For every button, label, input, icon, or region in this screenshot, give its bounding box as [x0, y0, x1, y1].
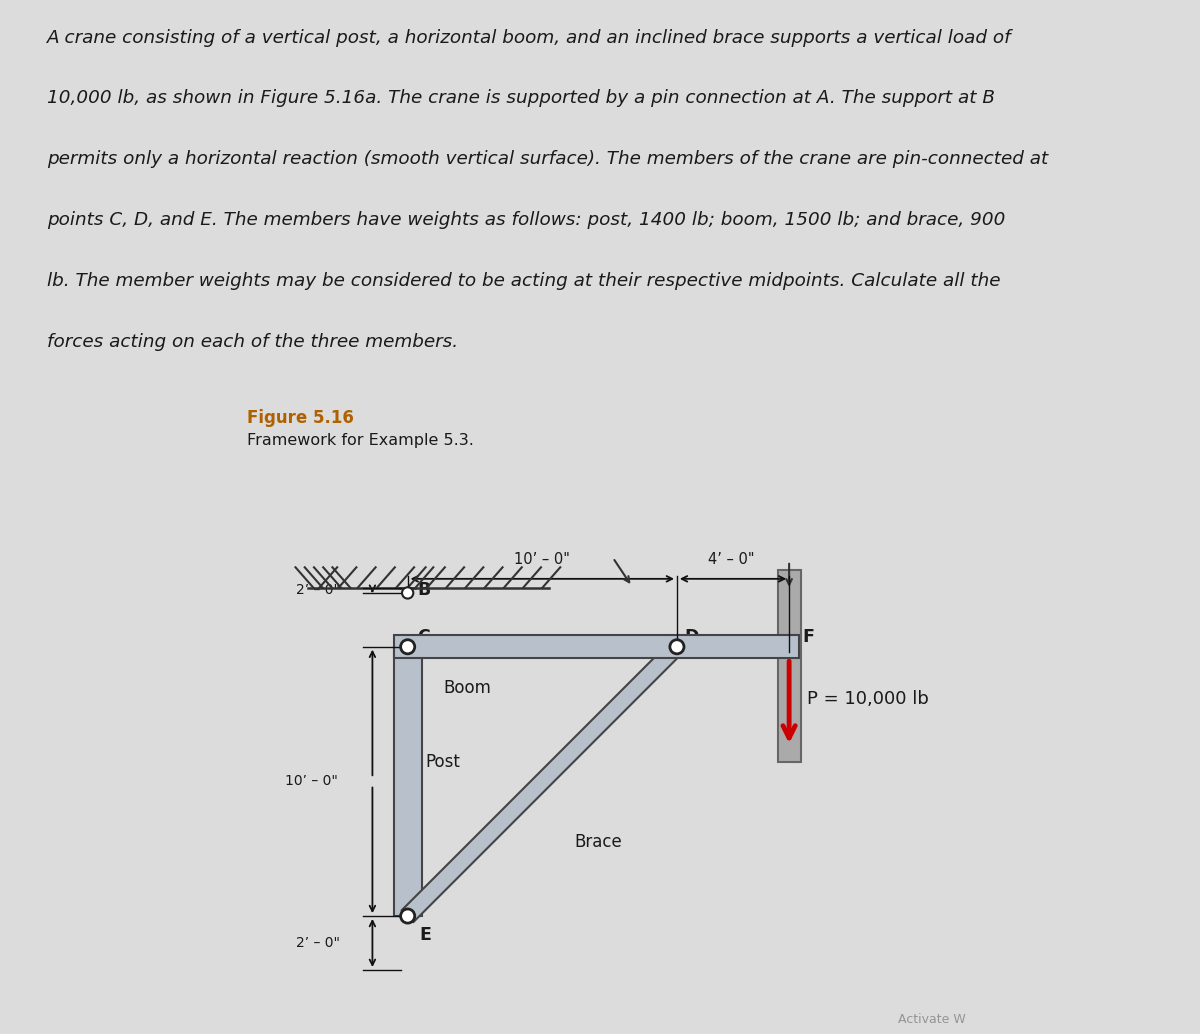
Circle shape [402, 587, 413, 599]
Text: permits only a horizontal reaction (smooth vertical surface). The members of the: permits only a horizontal reaction (smoo… [47, 150, 1049, 169]
Text: E: E [419, 925, 431, 944]
Text: B: B [418, 581, 431, 599]
Text: Post: Post [426, 753, 461, 771]
Text: 2’ – 0": 2’ – 0" [296, 936, 340, 950]
Text: 2’ – 0": 2’ – 0" [296, 583, 340, 598]
Circle shape [670, 640, 684, 653]
FancyBboxPatch shape [778, 571, 800, 762]
Text: 4’ – 0": 4’ – 0" [708, 552, 754, 568]
Text: 10’ – 0": 10’ – 0" [515, 552, 570, 568]
Circle shape [401, 640, 415, 653]
Text: forces acting on each of the three members.: forces acting on each of the three membe… [47, 333, 458, 352]
Text: Activate W: Activate W [898, 1013, 966, 1027]
Text: C: C [418, 628, 430, 645]
Text: lb. The member weights may be considered to be acting at their respective midpoi: lb. The member weights may be considered… [47, 272, 1001, 291]
Circle shape [401, 909, 415, 923]
Text: points C, D, and E. The members have weights as follows: post, 1400 lb; boom, 15: points C, D, and E. The members have wei… [47, 211, 1006, 230]
FancyBboxPatch shape [394, 647, 421, 916]
Polygon shape [402, 641, 683, 922]
Text: Boom: Boom [443, 679, 491, 698]
FancyBboxPatch shape [394, 635, 799, 659]
Text: F: F [803, 628, 815, 645]
Text: 10’ – 0": 10’ – 0" [286, 774, 338, 788]
Text: D: D [685, 628, 698, 645]
Text: Framework for Example 5.3.: Framework for Example 5.3. [247, 432, 474, 448]
Text: Figure 5.16: Figure 5.16 [247, 408, 354, 427]
Text: A crane consisting of a vertical post, a horizontal boom, and an inclined brace : A crane consisting of a vertical post, a… [47, 29, 1012, 47]
Text: Brace: Brace [575, 832, 622, 851]
Text: 10,000 lb, as shown in Figure 5.16a. The crane is supported by a pin connection : 10,000 lb, as shown in Figure 5.16a. The… [47, 90, 995, 108]
Text: P = 10,000 lb: P = 10,000 lb [808, 690, 929, 708]
